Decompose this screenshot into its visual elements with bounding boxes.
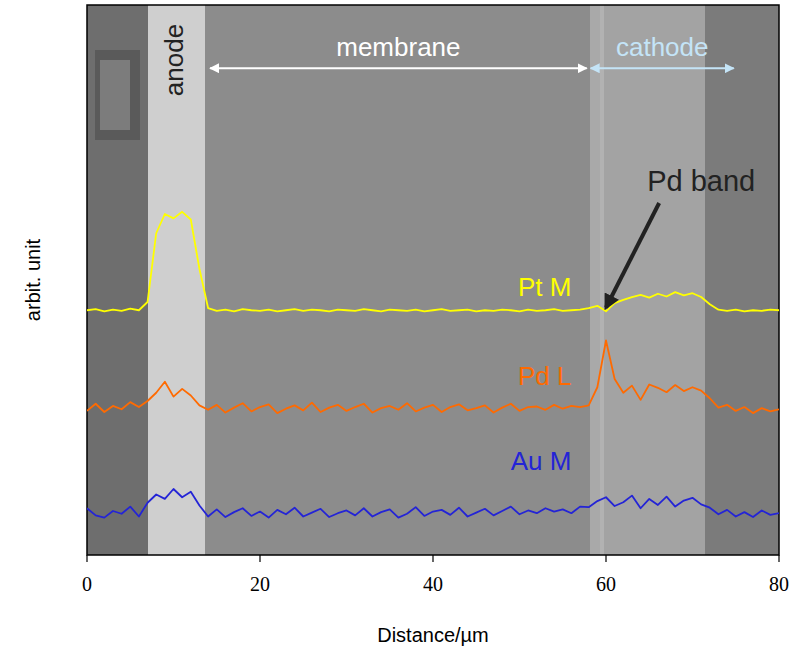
pointer-arrow [606,203,659,308]
micrograph-region [600,5,705,555]
micrograph-feature [100,60,130,130]
micrograph-region [87,5,148,555]
series-line [87,489,779,518]
series-label: Pt M [518,272,571,302]
x-axis: 0 20 40 60 80 [82,555,789,595]
series-line [87,212,779,312]
annotation-label: cathode [616,32,709,62]
micrograph-feature [590,5,604,555]
series-line [87,341,779,414]
x-tick-label: 40 [423,573,443,595]
micrograph-region [205,5,600,555]
y-axis-title: arbit. unit [22,238,44,321]
x-tick [259,555,260,562]
x-tick [778,555,779,562]
x-tick-label: 20 [250,573,270,595]
annotation-label: Pd band [647,165,755,197]
x-tick [86,555,87,562]
micrograph-region [705,5,779,555]
x-tick-label: 60 [596,573,616,595]
chart: 0 20 40 60 80 Distance/µm arbit. unit Pt M Pd L A… [0,0,796,653]
micrograph-feature [95,50,140,140]
annotation-label: membrane [336,32,460,62]
x-tick [432,555,433,562]
annotation-label: anode [159,24,189,96]
span-arrow [210,67,587,69]
series-label: Pd L [518,361,572,391]
micrograph-region [148,5,205,555]
micrograph [87,5,779,555]
span-arrow [591,67,734,69]
x-tick-label: 80 [769,573,789,595]
x-tick [605,555,606,562]
plot-frame [87,5,779,555]
series-lines [87,212,779,518]
x-axis-title: Distance/µm [377,624,489,646]
annotations: anode membrane cathode Pd band [159,24,756,308]
series-label: Au M [511,446,572,476]
x-tick-label: 0 [82,573,92,595]
